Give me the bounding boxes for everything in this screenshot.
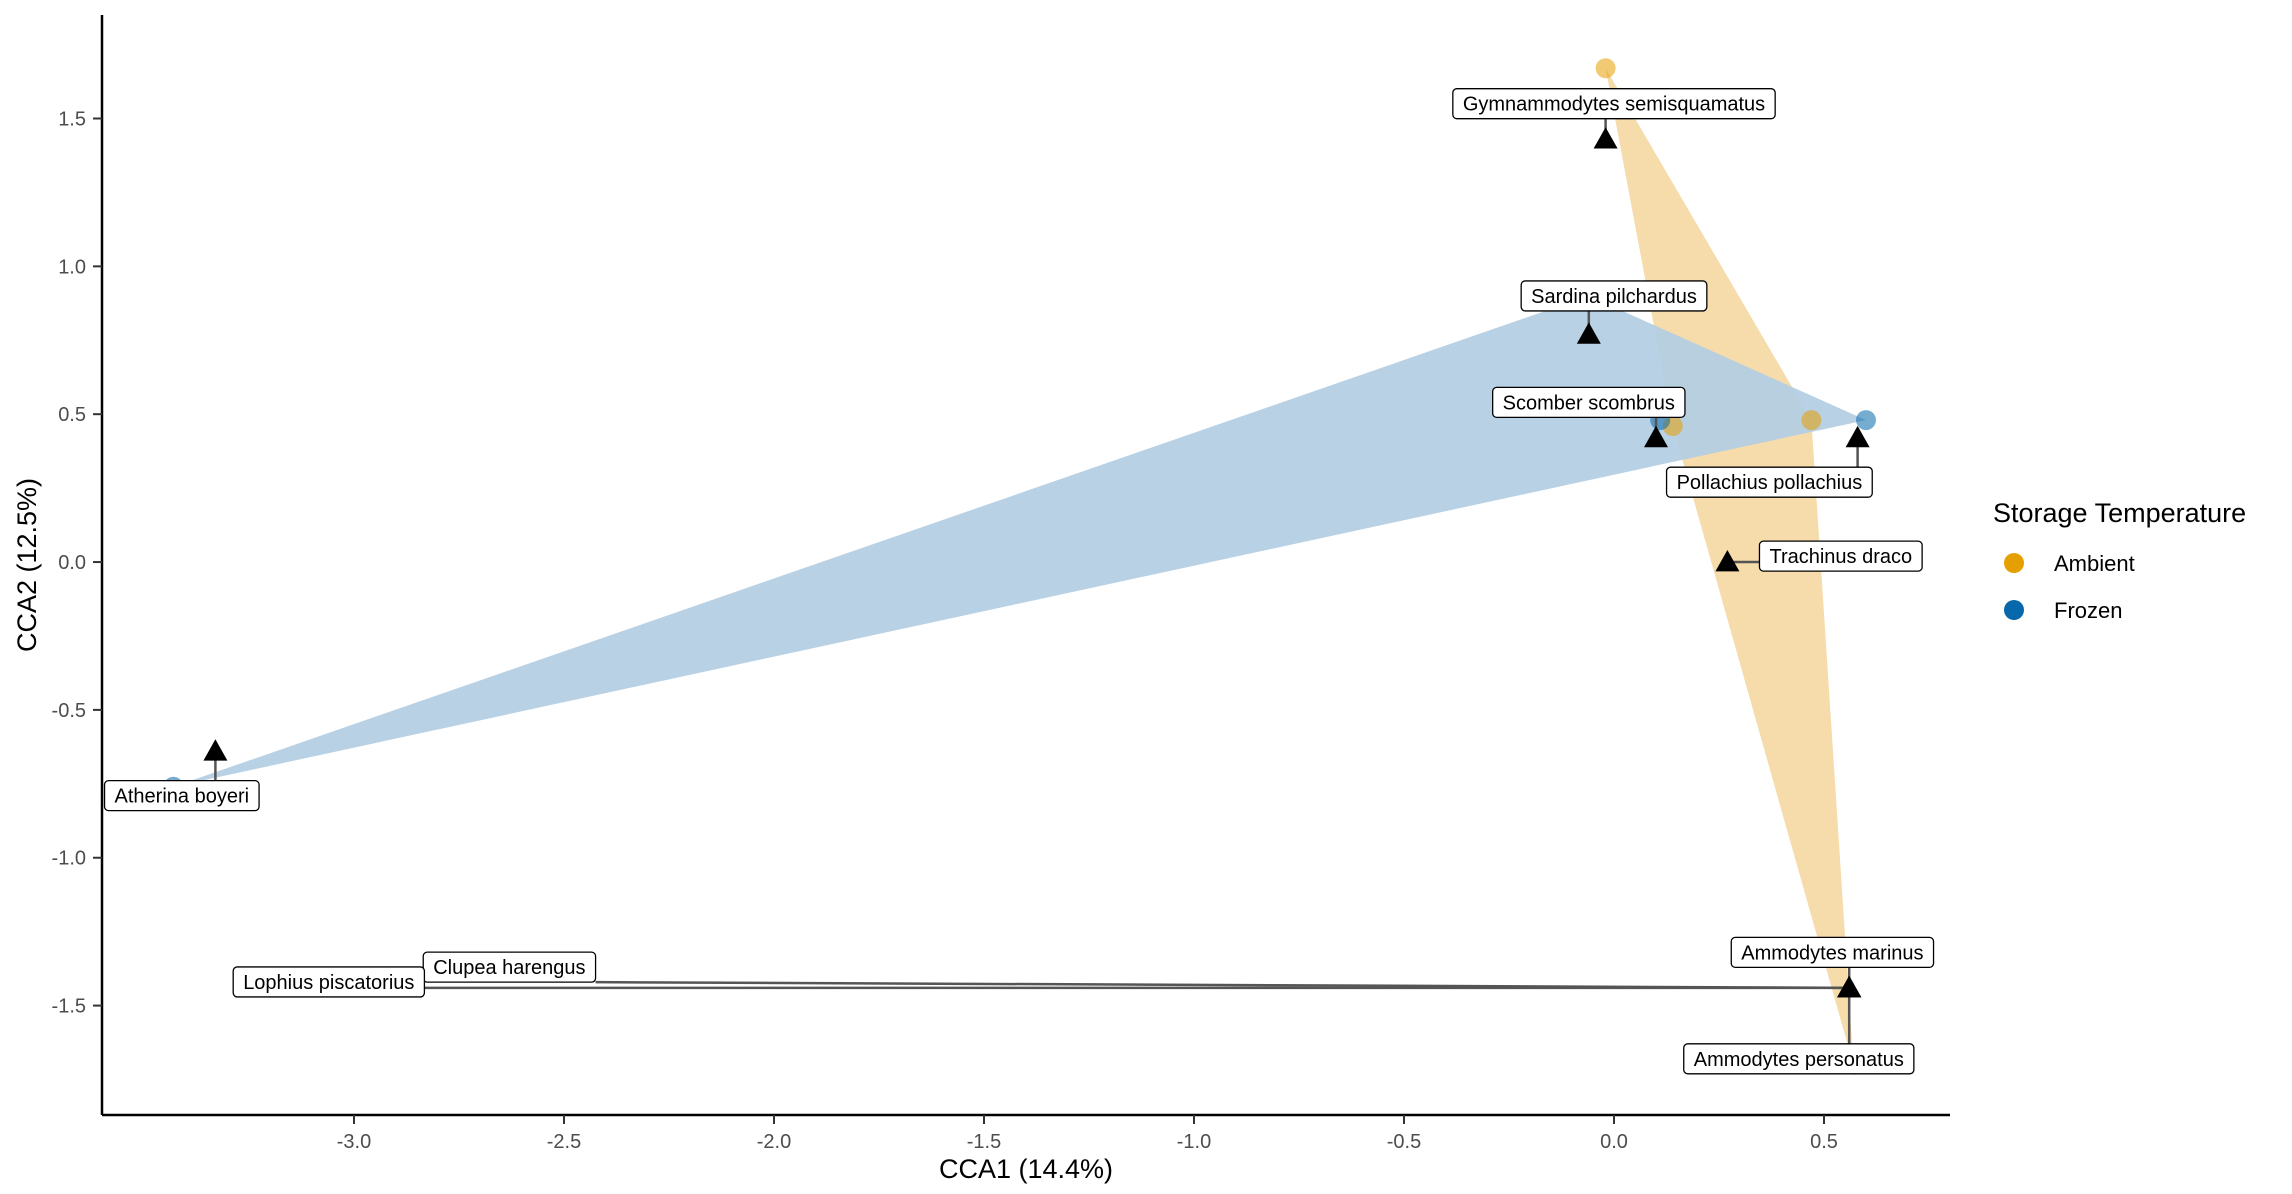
species-label-box (232, 966, 426, 998)
x-tick-label: -3.0 (337, 1131, 371, 1153)
x-axis-ticks: -3.0 -2.5 -2.0 -1.5 -1.0 -0.5 0.0 0.5 (337, 1115, 1838, 1153)
sample-point-ambient-2 (1801, 410, 1822, 431)
species-label-ammodytes-personatus: Ammodytes personatus (1683, 1043, 1915, 1075)
species-marker-atherina-boyeri (203, 739, 228, 761)
x-tick-label: -2.5 (547, 1131, 581, 1153)
species-marker-gymnammodytes-semisquamatus (1593, 127, 1618, 149)
species-marker-lophius-piscatorius (1837, 975, 1862, 998)
species-label-text: Gymnammodytes semisquamatus (1463, 94, 1765, 116)
x-tick-label: 0.5 (1810, 1131, 1838, 1153)
species-label-text: Pollachius pollachius (1677, 472, 1863, 494)
species-marker-scomber-scombrus (1644, 425, 1668, 448)
species-label-text: Atherina boyeri (115, 786, 250, 808)
species-label-box (1520, 280, 1708, 312)
y-axis-ticks: -1.5 -1.0 -0.5 0.0 0.5 1.0 1.5 (52, 108, 102, 1018)
species-label-box (1665, 466, 1873, 498)
x-axis-title: CCA1 (14.4%) (939, 1154, 1113, 1184)
species-label-text: Trachinus draco (1769, 546, 1912, 568)
species-label-text: Sardina pilchardus (1531, 286, 1697, 308)
species-label-box (1758, 540, 1923, 572)
species-label-lophius-piscatorius: Lophius piscatorius (232, 966, 426, 998)
species-label-text: Scomber scombrus (1503, 392, 1675, 414)
y-tick-label: 0.0 (58, 552, 86, 574)
species-labels-layer: Gymnammodytes semisquamatus Sardina pilch… (103, 88, 1935, 1075)
species-label-scomber-scombrus: Scomber scombrus (1492, 386, 1686, 419)
species-label-clupea-harengus: Clupea harengus (422, 951, 597, 983)
y-tick-label: -1.0 (52, 848, 86, 870)
species-label-text: Ammodytes marinus (1741, 942, 1923, 964)
y-tick-label: -0.5 (52, 700, 86, 722)
y-tick-label: 1.5 (58, 108, 86, 130)
species-label-text: Clupea harengus (433, 957, 585, 979)
species-label-text: Lophius piscatorius (243, 972, 414, 994)
sample-point-frozen-3 (1856, 410, 1876, 431)
species-label-box (1730, 936, 1935, 969)
species-label-trachinus-draco: Trachinus draco (1758, 540, 1923, 572)
species-label-box (422, 951, 597, 983)
x-tick-label: -0.5 (1387, 1131, 1421, 1153)
species-marker-pollachius-pollachius (1845, 425, 1870, 448)
species-label-box (103, 779, 260, 812)
sample-point-ambient-0 (1595, 58, 1616, 79)
species-marker-trachinus-draco (1715, 550, 1740, 572)
y-tick-label: 0.5 (58, 404, 86, 426)
x-tick-label: 0.0 (1600, 1131, 1628, 1153)
legend-frozen-marker (2004, 600, 2024, 620)
legend-title: Storage Temperature (1993, 498, 2246, 528)
hull-layer (173, 68, 1866, 1065)
species-label-box (1452, 88, 1776, 120)
legend-frozen-label: Frozen (2054, 598, 2122, 623)
legend: Storage Temperature Ambient Frozen (1993, 498, 2246, 623)
species-marker-sardina-pilchardus (1576, 322, 1601, 344)
legend-ambient-marker (2004, 553, 2024, 573)
y-tick-label: 1.0 (58, 256, 86, 278)
y-axis-title: CCA2 (12.5%) (12, 478, 42, 652)
x-tick-label: -1.5 (967, 1131, 1001, 1153)
species-label-box (1683, 1043, 1915, 1075)
species-markers-layer (203, 127, 1870, 998)
species-label-box (1492, 386, 1686, 419)
species-label-sardina-pilchardus: Sardina pilchardus (1520, 280, 1708, 312)
y-tick-label: -1.5 (52, 996, 86, 1018)
axes: -3.0 -2.5 -2.0 -1.5 -1.0 -0.5 0.0 0.5 -1.5-1.0-… (12, 15, 1950, 1184)
species-label-atherina-boyeri: Atherina boyeri (103, 779, 260, 812)
legend-ambient-label: Ambient (2054, 551, 2135, 576)
species-label-text: Ammodytes personatus (1694, 1049, 1904, 1071)
species-label-ammodytes-marinus: Ammodytes marinus (1730, 936, 1935, 969)
x-tick-label: -1.0 (1177, 1131, 1211, 1153)
species-label-gymnammodytes-semisquamatus: Gymnammodytes semisquamatus (1452, 88, 1776, 120)
hull-frozen (173, 295, 1866, 787)
species-label-pollachius-pollachius: Pollachius pollachius (1665, 466, 1873, 498)
x-tick-label: -2.0 (757, 1131, 791, 1153)
